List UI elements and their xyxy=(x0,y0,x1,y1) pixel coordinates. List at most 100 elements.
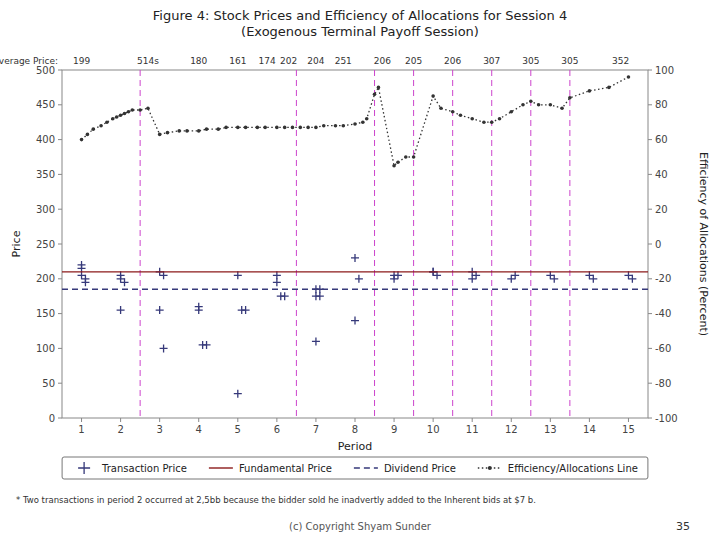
line-point xyxy=(80,138,84,142)
x-tick-label: 11 xyxy=(466,424,479,435)
line-point xyxy=(404,155,408,159)
y2-tick xyxy=(648,418,652,419)
line-point xyxy=(115,115,119,119)
plot-frame xyxy=(62,70,648,418)
legend-box xyxy=(62,457,648,479)
y-tick-label: 250 xyxy=(36,239,55,250)
footnote: * Two transactions in period 2 occurred … xyxy=(16,495,536,505)
scatter-point xyxy=(81,278,89,286)
scatter-point xyxy=(234,390,242,398)
line-point xyxy=(205,127,209,131)
y-tick xyxy=(58,348,62,349)
vertical-line xyxy=(413,70,414,418)
average-price-label: 161 xyxy=(229,56,246,66)
line-point xyxy=(291,126,295,130)
line-point xyxy=(138,108,142,112)
line-point xyxy=(127,110,131,114)
x-tick-label: 9 xyxy=(391,424,397,435)
line-point xyxy=(396,160,400,164)
x-tick xyxy=(159,418,160,422)
legend-symbol xyxy=(354,467,378,468)
average-price-label: 174 xyxy=(259,56,276,66)
y-tick-label: 350 xyxy=(36,169,55,180)
line-point xyxy=(377,86,381,90)
line-point xyxy=(334,124,338,128)
legend-symbol xyxy=(488,466,492,470)
x-tick-label: 1 xyxy=(78,424,84,435)
line-point xyxy=(314,126,318,130)
x-tick-label: 14 xyxy=(583,424,596,435)
scatter-point xyxy=(351,254,359,262)
y-tick-label: 500 xyxy=(36,65,55,76)
line-point xyxy=(99,124,103,128)
y2-tick-label: 40 xyxy=(655,169,668,180)
y-axis-label: Price xyxy=(10,230,23,257)
line-point xyxy=(509,110,513,114)
line-point xyxy=(283,126,287,130)
vertical-line xyxy=(140,70,141,418)
y2-tick-label: -40 xyxy=(655,308,671,319)
scatter-point xyxy=(160,344,168,352)
series-hline xyxy=(62,271,648,272)
vertical-line xyxy=(296,70,297,418)
y2-tick xyxy=(648,70,652,71)
y-tick xyxy=(58,418,62,419)
average-price-label: 352 xyxy=(612,56,629,66)
average-price-label: 305 xyxy=(522,56,539,66)
scatter-point xyxy=(242,306,250,314)
line-point xyxy=(236,126,240,130)
legend-label: Dividend Price xyxy=(384,463,456,474)
scatter-point xyxy=(312,337,320,345)
series-hline xyxy=(62,289,648,290)
line-point xyxy=(560,106,564,110)
series-line xyxy=(80,75,631,167)
y-tick-label: 0 xyxy=(49,413,55,424)
average-price-label: 180 xyxy=(190,56,207,66)
scatter-point xyxy=(351,317,359,325)
line-point xyxy=(224,126,228,130)
y-tick xyxy=(58,139,62,140)
legend-item: Transaction Price xyxy=(78,462,187,474)
y-tick-label: 400 xyxy=(36,134,55,145)
line-point xyxy=(498,117,502,121)
y-tick xyxy=(58,278,62,279)
line-point xyxy=(244,126,248,130)
y2-tick xyxy=(648,209,652,210)
y2-tick-label: -20 xyxy=(655,273,671,284)
line-point xyxy=(470,117,474,121)
line-point xyxy=(158,133,162,137)
line-point xyxy=(549,103,553,107)
legend-label: Fundamental Price xyxy=(239,463,332,474)
line-point xyxy=(256,126,260,130)
legend-label: Transaction Price xyxy=(101,463,187,474)
x-axis-label: Period xyxy=(338,440,372,453)
scatter-point xyxy=(589,275,597,283)
legend-item: Dividend Price xyxy=(354,463,456,474)
scatter-point xyxy=(628,275,636,283)
vertical-line xyxy=(569,70,570,418)
x-tick xyxy=(355,418,356,422)
scatter-point xyxy=(507,275,515,283)
vertical-line xyxy=(374,70,375,418)
line-point xyxy=(146,106,150,110)
line-point xyxy=(105,120,109,124)
y2-tick-label: -60 xyxy=(655,343,671,354)
y2-tick-label: -100 xyxy=(655,413,678,424)
scatter-point xyxy=(195,306,203,314)
line-point xyxy=(627,75,631,79)
average-price-labels: Average Price:199514s1801611742022042512… xyxy=(0,56,629,66)
y-tick xyxy=(58,383,62,384)
y2-tick xyxy=(648,104,652,105)
x-tick-label: 6 xyxy=(274,424,280,435)
average-price-label: 199 xyxy=(73,56,90,66)
line-point xyxy=(119,113,123,117)
x-tick-label: 10 xyxy=(427,424,440,435)
scatter-point xyxy=(281,292,289,300)
page-number: 35 xyxy=(676,520,690,533)
line-point xyxy=(166,131,170,135)
x-tick-label: 7 xyxy=(313,424,319,435)
line-point xyxy=(341,124,345,128)
legend-label: Efficiency/Allocations Line xyxy=(508,463,638,474)
line-point xyxy=(459,113,463,117)
scatter-point xyxy=(316,292,324,300)
